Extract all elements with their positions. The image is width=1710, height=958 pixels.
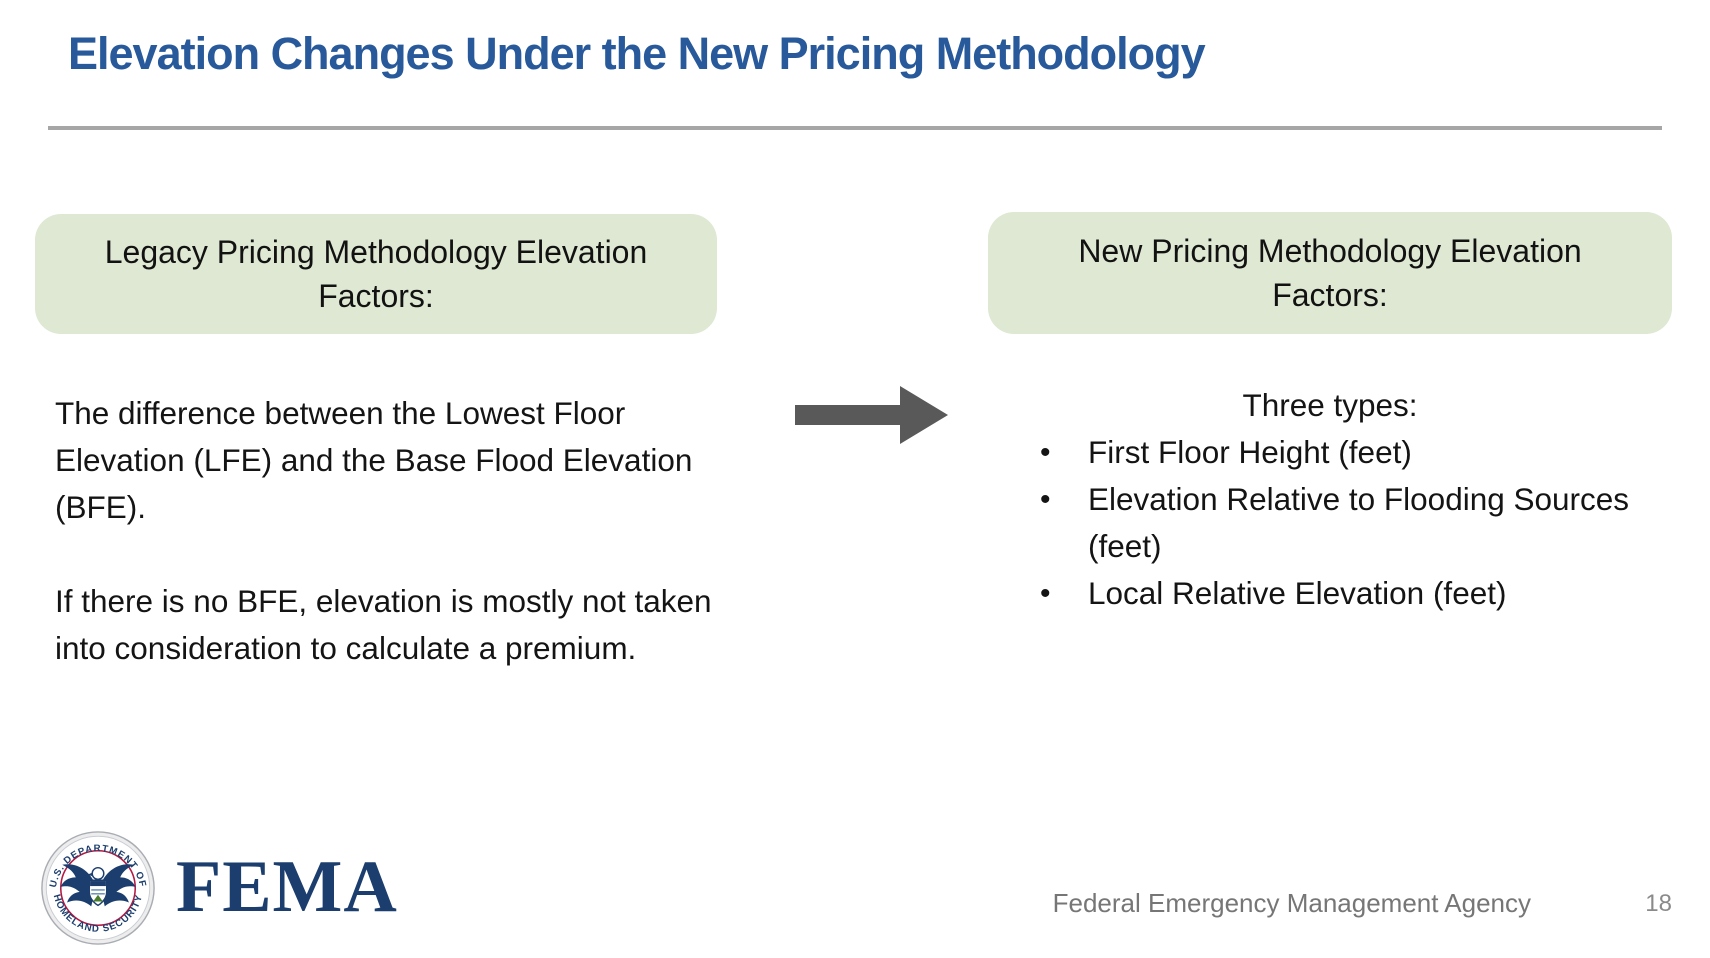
eagle-icon — [60, 864, 136, 907]
list-item: Local Relative Elevation (feet) — [988, 570, 1672, 617]
elevation-factors-list: First Floor Height (feet) Elevation Rela… — [988, 429, 1672, 617]
arrow-right-icon — [795, 386, 948, 444]
fema-logo: U.S. DEPARTMENT OF HOMELAND SECURITY FEM… — [40, 830, 398, 946]
new-panel-body: Three types: First Floor Height (feet) E… — [988, 382, 1672, 617]
new-panel-header-label: New Pricing Methodology Elevation Factor… — [1078, 233, 1582, 313]
page-number: 18 — [1645, 890, 1672, 917]
list-item: Elevation Relative to Flooding Sources (… — [988, 476, 1672, 570]
page-title: Elevation Changes Under the New Pricing … — [68, 28, 1206, 79]
fema-wordmark: FEMA — [176, 846, 398, 928]
list-item: First Floor Height (feet) — [988, 429, 1672, 476]
new-panel-header: New Pricing Methodology Elevation Factor… — [988, 212, 1672, 334]
dhs-seal-icon: U.S. DEPARTMENT OF HOMELAND SECURITY — [41, 831, 155, 945]
legacy-panel-header: Legacy Pricing Methodology Elevation Fac… — [35, 214, 717, 334]
legacy-panel-header-label: Legacy Pricing Methodology Elevation Fac… — [104, 234, 648, 314]
three-types-heading: Three types: — [1242, 387, 1418, 423]
legacy-panel-body: The difference between the Lowest Floor … — [55, 390, 735, 719]
legacy-paragraph-2: If there is no BFE, elevation is mostly … — [55, 583, 712, 666]
footer-agency-name: Federal Emergency Management Agency — [1052, 888, 1531, 918]
title-underline — [48, 126, 1662, 130]
legacy-paragraph-1: The difference between the Lowest Floor … — [55, 395, 693, 525]
